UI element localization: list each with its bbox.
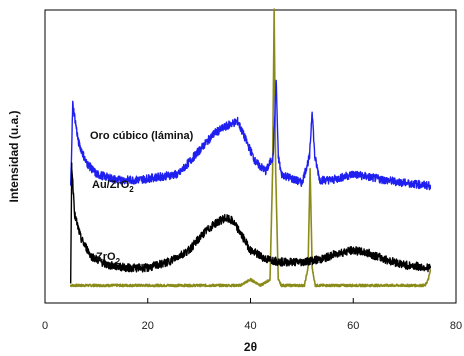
x-axis-title: 2θ [244,340,257,354]
series-line-3 [69,162,432,284]
x-tick-label: 20 [142,320,154,332]
x-tick-label: 40 [244,320,256,332]
x-tick-label: 80 [450,320,462,332]
series-label-2: Au/ZrO2 [92,179,134,194]
series-line-1 [69,8,432,288]
y-axis-title: Intensidad (u.a.) [7,110,21,202]
label-text: ZrO [96,251,116,263]
label-text: Oro cúbico (lámina) [90,130,194,142]
label-subscript: 2 [116,257,121,266]
x-axis-ticks: 0 20 40 60 80 [42,298,462,332]
label-text: Au/ZrO [92,179,130,191]
series-label-3: ZrO2 [96,251,121,266]
label-subscript: 2 [129,185,134,194]
x-tick-label: 60 [347,320,359,332]
x-tick-label: 0 [42,320,48,332]
series-group [69,8,432,288]
series-line-2 [69,79,432,191]
series-label-1: Oro cúbico (lámina) [90,130,194,142]
